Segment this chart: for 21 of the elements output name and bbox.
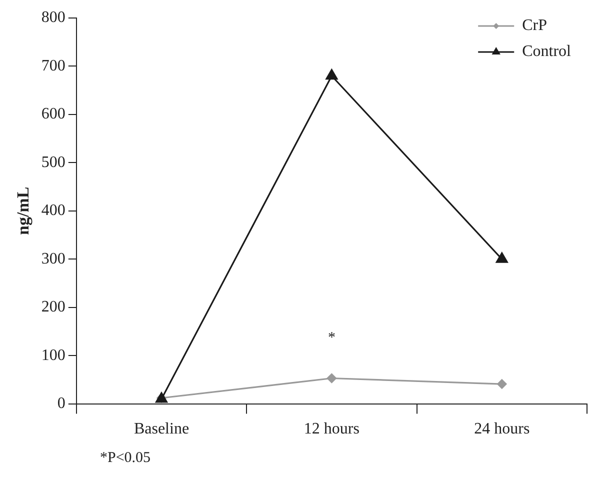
legend-label: CrP	[522, 17, 548, 34]
text: *P<0.05	[100, 450, 151, 467]
point	[326, 373, 336, 384]
x-tick-label: Baseline	[134, 420, 190, 438]
y-axis-title: ng/mL	[14, 186, 33, 235]
legend-label: Control	[522, 43, 572, 60]
y-tick-label: 0	[57, 395, 66, 412]
y-tick-label: 200	[41, 298, 66, 316]
x-tick-label: 24 hours	[474, 420, 530, 438]
annotation: *	[328, 330, 336, 346]
point	[496, 252, 508, 263]
y-tick-label: 400	[41, 202, 66, 220]
x-tick-label: 12 hours	[304, 420, 360, 438]
y-tick-label: 300	[41, 250, 66, 268]
y-tick-label: 800	[41, 9, 66, 26]
y-tick-label: 600	[41, 106, 66, 123]
y-tick-label: 100	[41, 346, 66, 364]
y-tick-label: 700	[41, 57, 66, 74]
point	[497, 379, 507, 389]
y-tick-label: 500	[41, 154, 66, 171]
point	[326, 69, 338, 80]
